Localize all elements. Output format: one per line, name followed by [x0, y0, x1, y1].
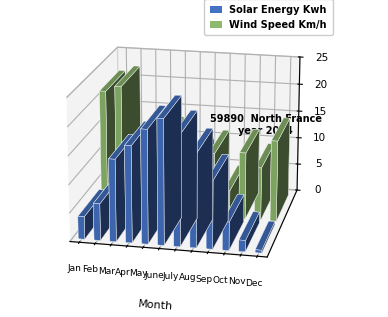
- Legend: Solar Energy Kwh, Wind Speed Km/h: Solar Energy Kwh, Wind Speed Km/h: [204, 0, 333, 36]
- X-axis label: Month: Month: [138, 299, 174, 312]
- Text: 59890  North France
year 2014: 59890 North France year 2014: [210, 114, 322, 136]
